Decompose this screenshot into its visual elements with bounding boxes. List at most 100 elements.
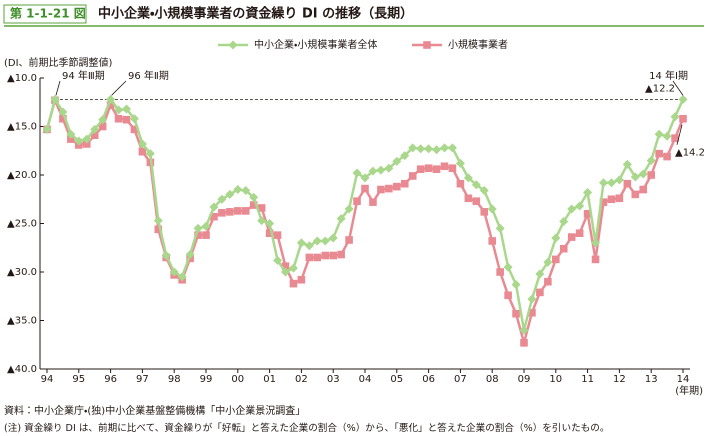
y-tick-label: ▲20.0 xyxy=(7,170,37,181)
data-point xyxy=(432,165,441,173)
data-point xyxy=(599,198,608,206)
data-point xyxy=(519,325,529,335)
x-axis-label: (年期) xyxy=(675,384,703,397)
chart-title: 中小企業・小規模事業者の資金繰り DI の推移（長期） xyxy=(98,6,413,22)
data-point xyxy=(607,195,616,204)
data-point xyxy=(495,223,505,233)
data-point xyxy=(361,184,369,193)
data-point xyxy=(201,221,211,231)
data-point xyxy=(202,231,210,239)
data-point xyxy=(122,104,131,114)
data-point xyxy=(66,129,76,139)
annotation-arrow xyxy=(672,80,684,96)
data-point xyxy=(185,250,195,260)
x-tick-label: 11 xyxy=(581,374,594,385)
data-point xyxy=(130,125,139,134)
data-point xyxy=(313,253,322,262)
data-point xyxy=(50,94,60,104)
data-point xyxy=(177,272,187,282)
data-point xyxy=(305,253,314,262)
annotation: 94 年Ⅲ期 xyxy=(62,69,105,82)
data-point xyxy=(106,94,116,104)
data-point xyxy=(161,251,171,261)
data-point xyxy=(145,149,155,159)
x-tick-label: 08 xyxy=(486,374,499,385)
data-point xyxy=(352,168,362,178)
data-point xyxy=(225,189,235,199)
data-point xyxy=(622,159,632,169)
data-point xyxy=(575,201,585,211)
data-point xyxy=(129,114,139,124)
data-point xyxy=(58,107,68,117)
data-point xyxy=(559,217,569,227)
annotation-arrow xyxy=(55,80,61,96)
data-point xyxy=(265,229,274,237)
data-point xyxy=(416,165,425,173)
data-point xyxy=(329,251,337,260)
data-point xyxy=(249,201,258,209)
data-point xyxy=(241,207,250,215)
data-point xyxy=(447,143,457,153)
source: 資料：中小企業庁・(独)中小企業基盤整備機構「中小企業景況調査」 xyxy=(4,404,305,417)
data-point xyxy=(377,185,385,194)
data-point xyxy=(209,202,219,212)
data-point xyxy=(400,151,410,161)
data-point xyxy=(376,165,386,175)
data-point xyxy=(74,136,84,146)
data-point xyxy=(353,197,361,205)
figure-number: 第 1-1-21 図 xyxy=(9,6,86,21)
x-tick-label: 09 xyxy=(518,374,531,385)
data-point xyxy=(583,210,592,218)
data-point xyxy=(408,143,418,153)
data-point xyxy=(623,179,632,188)
data-point xyxy=(273,231,282,239)
note: (注) 資金繰り DI は、前期に比べて、資金繰りが「好転」と答えた企業の割合（… xyxy=(4,422,609,434)
data-point xyxy=(153,216,163,226)
data-point xyxy=(591,255,600,264)
legend-marker xyxy=(228,40,238,50)
data-point xyxy=(663,152,671,161)
data-point xyxy=(408,172,417,180)
data-point xyxy=(432,145,442,155)
data-point xyxy=(511,280,521,290)
data-point xyxy=(638,169,648,179)
data-point xyxy=(479,186,489,196)
data-point xyxy=(273,255,283,265)
data-point xyxy=(345,236,353,244)
data-point xyxy=(615,194,624,203)
y-tick-label: ▲25.0 xyxy=(7,219,37,230)
data-point xyxy=(328,233,338,243)
data-point xyxy=(655,149,663,158)
annotation: 14 年Ⅰ期 xyxy=(649,69,688,82)
x-tick-label: 14 xyxy=(677,374,690,385)
data-point xyxy=(543,257,553,267)
data-point xyxy=(193,223,203,233)
annotation-arrow xyxy=(111,80,127,96)
data-point xyxy=(114,105,124,115)
y-tick-label: ▲35.0 xyxy=(7,316,37,327)
data-point xyxy=(392,156,402,166)
data-point xyxy=(289,279,298,288)
data-point xyxy=(455,158,465,168)
legend-label: 中小企業・小規模事業者全体 xyxy=(254,38,377,51)
x-tick-label: 00 xyxy=(231,374,244,385)
data-point xyxy=(218,209,226,217)
data-point xyxy=(448,164,457,173)
x-tick-label: 06 xyxy=(422,374,435,385)
figure-number-box xyxy=(3,4,87,24)
data-point xyxy=(464,194,473,203)
data-point xyxy=(575,229,584,237)
x-tick-label: 98 xyxy=(168,374,181,385)
data-point xyxy=(265,219,275,228)
data-point xyxy=(257,216,267,226)
data-point xyxy=(233,185,243,195)
data-point xyxy=(496,268,504,276)
data-point xyxy=(654,129,664,139)
data-point xyxy=(98,115,108,125)
data-point xyxy=(194,231,202,239)
data-point xyxy=(337,250,345,259)
y-tick-label: ▲15.0 xyxy=(7,122,37,133)
data-point xyxy=(217,194,227,204)
data-point xyxy=(416,144,426,154)
data-point xyxy=(487,204,497,214)
